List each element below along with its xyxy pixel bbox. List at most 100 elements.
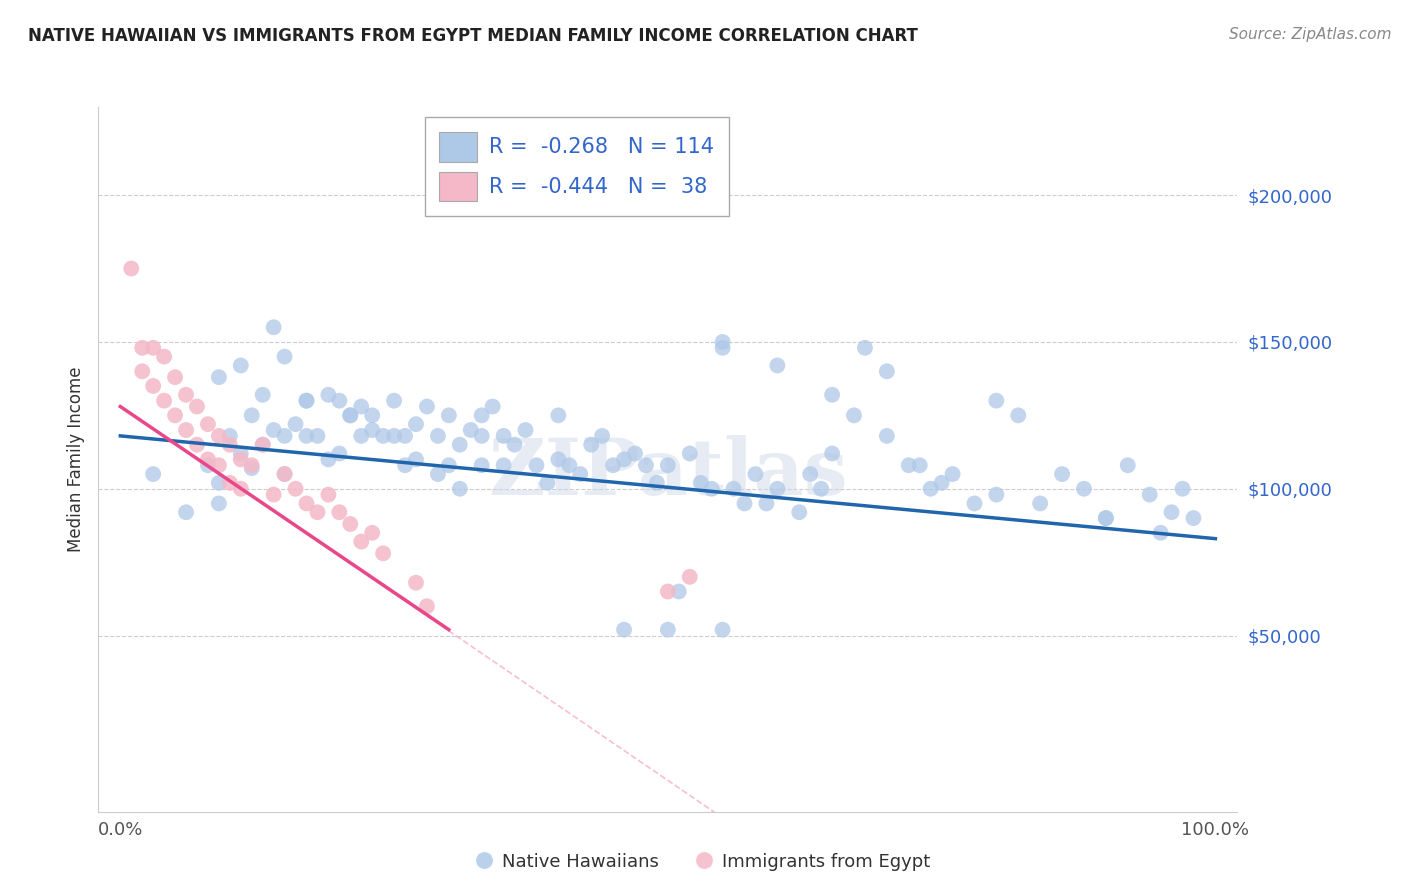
Y-axis label: Median Family Income: Median Family Income: [66, 367, 84, 552]
Point: [471, 409, 494, 423]
Point: [252, 438, 274, 452]
Point: [481, 400, 503, 414]
Point: [1116, 458, 1139, 473]
Point: [416, 599, 439, 614]
Point: [229, 359, 252, 373]
Point: [1095, 511, 1118, 525]
Point: [318, 452, 340, 467]
Point: [361, 423, 384, 437]
Point: [186, 438, 208, 452]
Point: [986, 393, 1008, 408]
Text: ZIPatlas: ZIPatlas: [488, 435, 848, 511]
Point: [142, 379, 165, 393]
Point: [1050, 467, 1073, 481]
Point: [799, 467, 821, 481]
Point: [426, 467, 449, 481]
Point: [295, 393, 318, 408]
Point: [1160, 505, 1182, 519]
Point: [700, 482, 723, 496]
Point: [263, 423, 285, 437]
Point: [361, 409, 384, 423]
Point: [1029, 496, 1052, 510]
Point: [471, 429, 494, 443]
Point: [547, 452, 569, 467]
Point: [318, 487, 340, 501]
Point: [711, 623, 734, 637]
Point: [339, 409, 361, 423]
Point: [1007, 409, 1029, 423]
Point: [810, 482, 832, 496]
Point: [1182, 511, 1205, 525]
Point: [634, 458, 657, 473]
Point: [460, 423, 482, 437]
Point: [853, 341, 876, 355]
Point: [229, 482, 252, 496]
Point: [208, 475, 231, 490]
Point: [229, 446, 252, 460]
Point: [165, 409, 187, 423]
Point: [613, 452, 636, 467]
Point: [240, 461, 263, 475]
Point: [174, 423, 197, 437]
Point: [766, 359, 789, 373]
Point: [766, 482, 789, 496]
Point: [624, 446, 647, 460]
Point: [536, 475, 558, 490]
Point: [1095, 511, 1118, 525]
Point: [186, 400, 208, 414]
Point: [591, 429, 613, 443]
Point: [821, 388, 844, 402]
Point: [218, 475, 240, 490]
Point: [405, 417, 427, 431]
Point: [579, 438, 602, 452]
Point: [689, 475, 711, 490]
Point: [986, 487, 1008, 501]
Point: [602, 458, 624, 473]
Point: [295, 393, 318, 408]
Point: [307, 505, 329, 519]
Point: [492, 458, 515, 473]
Point: [405, 575, 427, 590]
Point: [711, 334, 734, 349]
Text: NATIVE HAWAIIAN VS IMMIGRANTS FROM EGYPT MEDIAN FAMILY INCOME CORRELATION CHART: NATIVE HAWAIIAN VS IMMIGRANTS FROM EGYPT…: [28, 27, 918, 45]
Point: [492, 429, 515, 443]
Point: [394, 458, 416, 473]
Point: [657, 584, 679, 599]
Point: [963, 496, 986, 510]
Point: [197, 458, 219, 473]
Point: [515, 423, 537, 437]
Point: [153, 350, 176, 364]
Point: [416, 400, 439, 414]
Point: [394, 429, 416, 443]
Legend: R =  -0.268   N = 114, R =  -0.444   N =  38: R = -0.268 N = 114, R = -0.444 N = 38: [425, 118, 728, 216]
Point: [371, 546, 394, 560]
Point: [284, 482, 307, 496]
Point: [208, 496, 231, 510]
Point: [131, 364, 153, 378]
Point: [657, 458, 679, 473]
Point: [734, 496, 756, 510]
Point: [723, 482, 745, 496]
Point: [273, 350, 295, 364]
Point: [547, 409, 569, 423]
Point: [931, 475, 953, 490]
Point: [361, 525, 384, 540]
Point: [142, 341, 165, 355]
Point: [263, 320, 285, 334]
Point: [339, 409, 361, 423]
Point: [208, 370, 231, 384]
Point: [120, 261, 142, 276]
Point: [1171, 482, 1194, 496]
Point: [897, 458, 920, 473]
Point: [471, 458, 494, 473]
Point: [240, 458, 263, 473]
Point: [426, 429, 449, 443]
Point: [284, 417, 307, 431]
Point: [821, 446, 844, 460]
Point: [252, 438, 274, 452]
Point: [263, 487, 285, 501]
Point: [382, 429, 405, 443]
Point: [131, 341, 153, 355]
Point: [876, 429, 898, 443]
Point: [787, 505, 810, 519]
